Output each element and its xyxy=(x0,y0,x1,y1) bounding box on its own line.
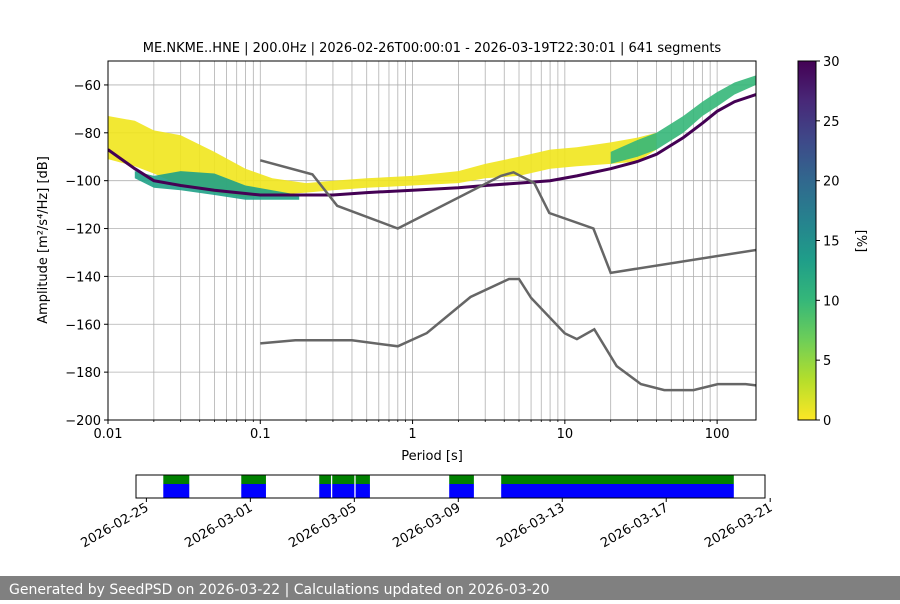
plot-frame xyxy=(107,60,757,421)
x-tick-label: 1 xyxy=(408,427,416,442)
timeline-tick-label: 2026-03-09 xyxy=(390,500,463,551)
timeline-segment-top xyxy=(355,475,370,484)
timeline-tick-label: 2026-03-21 xyxy=(702,500,775,551)
colorbar-label: [%] xyxy=(853,230,868,253)
y-axis-label: Amplitude [m²/s⁴/Hz] [dB] xyxy=(36,156,51,324)
timeline-tick-label: 2026-03-01 xyxy=(182,500,255,551)
noise-model-nhnm xyxy=(259,159,756,275)
density-band-main-density xyxy=(134,171,300,200)
x-tick-label: 10 xyxy=(557,427,574,442)
timeline-segment-bottom xyxy=(332,484,355,498)
colorbar-tick-label: 15 xyxy=(823,235,840,250)
y-tick-label: −120 xyxy=(65,223,101,238)
y-tick-label: −80 xyxy=(74,127,101,142)
timeline-segment-bottom xyxy=(163,484,190,498)
mode-line xyxy=(108,93,756,197)
timeline-segment-bottom xyxy=(319,484,331,498)
colorbar-scale xyxy=(797,60,817,421)
y-tick-label: −160 xyxy=(65,318,101,333)
timeline-segment-top xyxy=(241,475,266,484)
data-availability-timeline: 2026-02-25 2026-03-01 2026-03-05 2026-03-09… xyxy=(78,474,775,551)
timeline-tick-label: 2026-03-13 xyxy=(494,500,567,551)
chart-title: ME.NKME..HNE | 200.0Hz | 2026-02-26T00:0… xyxy=(143,41,722,56)
timeline-segment-top xyxy=(163,475,190,484)
timeline-tick-label: 2026-03-17 xyxy=(598,500,671,551)
density-band-long-period-rise xyxy=(610,75,756,164)
timeline-segment-top xyxy=(449,475,474,484)
colorbar-tick-label: 25 xyxy=(823,115,840,130)
density-bands xyxy=(108,75,756,200)
footer-text: Generated by SeedPSD on 2026-03-22 | Cal… xyxy=(0,576,900,600)
timeline-segment-top xyxy=(332,475,355,484)
timeline-tick-label: 2026-02-25 xyxy=(78,500,151,551)
timeline-frame xyxy=(135,474,766,499)
x-axis-ticks: 0.01 0.1 1 10 100 xyxy=(94,420,730,442)
noise-model-nlnm xyxy=(260,277,756,392)
colorbar-tick-label: 10 xyxy=(823,294,840,309)
y-tick-label: −200 xyxy=(65,414,101,429)
timeline-segment-bottom xyxy=(449,484,474,498)
colorbar-ticks: 0 5 10 15 20 25 30 xyxy=(816,55,840,429)
timeline-tick-label: 2026-03-05 xyxy=(286,500,359,551)
y-tick-label: −140 xyxy=(65,270,101,285)
noise-models xyxy=(259,159,756,392)
colorbar-tick-label: 30 xyxy=(823,55,840,70)
grid-lines xyxy=(107,61,756,421)
timeline-segment-top xyxy=(319,475,331,484)
timeline-segment-bottom xyxy=(501,484,734,498)
x-tick-label: 100 xyxy=(705,427,730,442)
y-tick-label: −100 xyxy=(65,175,101,190)
density-band-upper-spread xyxy=(108,116,657,198)
y-tick-label: −180 xyxy=(65,366,101,381)
psd-figure: ME.NKME..HNE | 200.0Hz | 2026-02-26T00:0… xyxy=(36,41,868,551)
colorbar-tick-label: 20 xyxy=(823,175,840,190)
y-tick-label: −60 xyxy=(74,79,101,94)
y-axis-ticks: −200 −180 −160 −140 −120 −100 −80 −60 xyxy=(65,79,108,429)
colorbar-tick-label: 5 xyxy=(823,354,831,369)
x-tick-label: 0.1 xyxy=(250,427,271,442)
psd-plot-area: 0.01 0.1 1 10 100 −200 −180 −160 −140 −120 −100 −8… xyxy=(65,60,757,442)
timeline-ticks: 2026-02-25 2026-03-01 2026-03-05 2026-03-09… xyxy=(78,498,775,551)
timeline-segment-bottom xyxy=(241,484,266,498)
colorbar-tick-label: 0 xyxy=(823,414,831,429)
x-axis-label: Period [s] xyxy=(401,449,463,464)
timeline-segments xyxy=(163,475,734,498)
timeline-segment-top xyxy=(501,475,734,484)
x-tick-label: 0.01 xyxy=(94,427,123,442)
timeline-segment-bottom xyxy=(355,484,370,498)
mode-line-group xyxy=(108,93,756,197)
colorbar: 0 5 10 15 20 25 30 [%] xyxy=(797,55,868,429)
